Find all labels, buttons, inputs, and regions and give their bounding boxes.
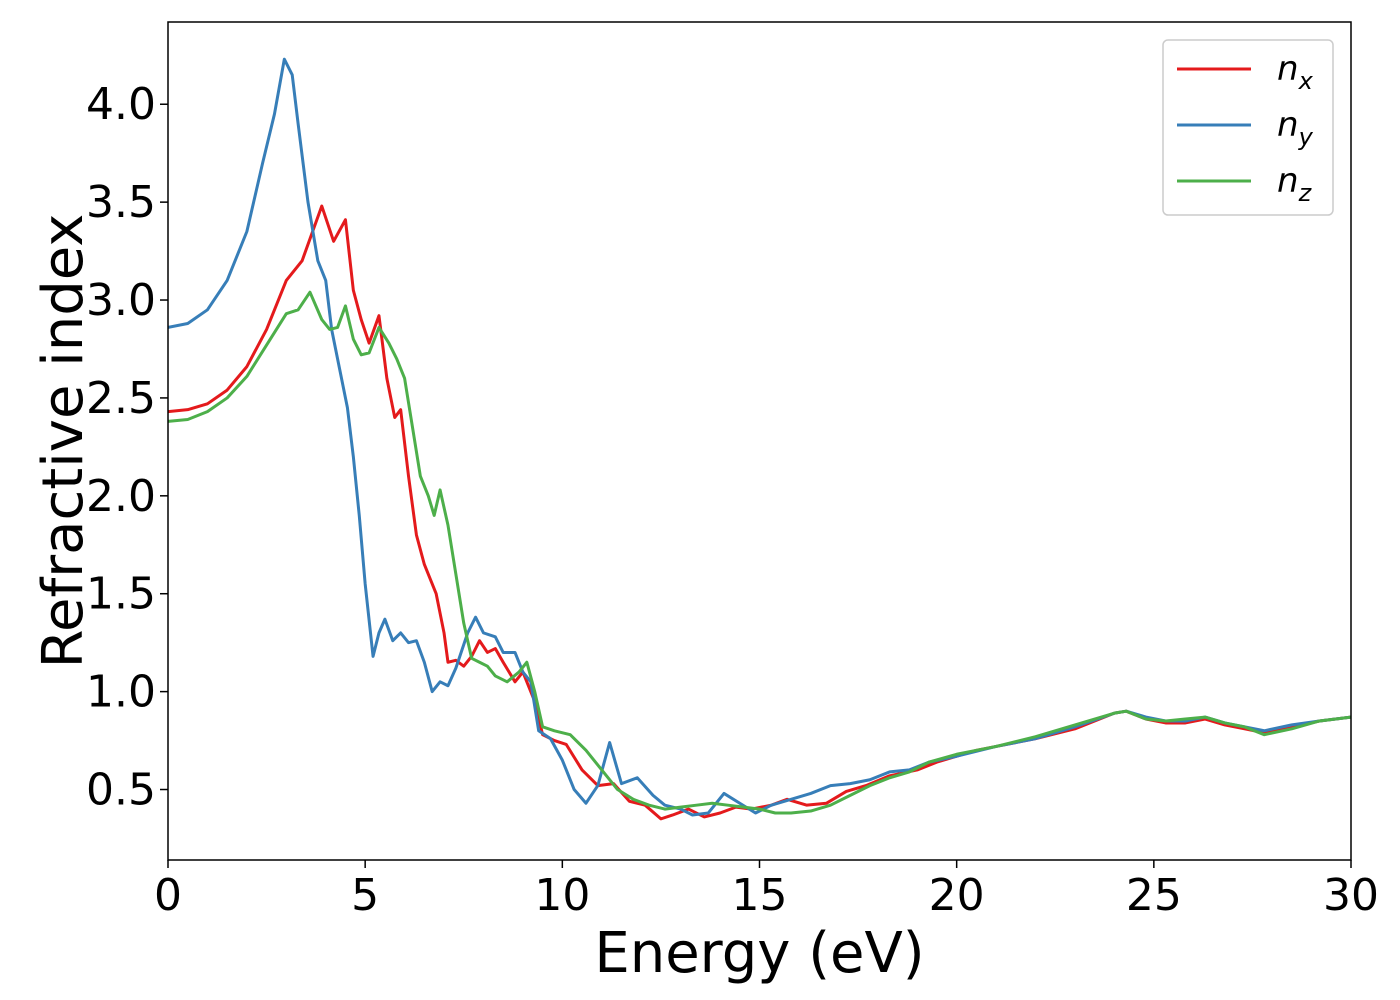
legend-label-nx: nx (1277, 49, 1314, 95)
y-tick-label: 1.0 (86, 667, 156, 718)
x-tick-label: 25 (1126, 870, 1182, 921)
series-line-nx (168, 204, 1351, 821)
y-tick-label: 3.5 (86, 177, 156, 228)
series-layer (168, 57, 1351, 821)
x-tick-label: 20 (929, 870, 985, 921)
y-tick-label: 2.5 (86, 373, 156, 424)
y-tick-label: 3.0 (86, 275, 156, 326)
legend: nx ny nz (1162, 39, 1334, 216)
legend-box (1162, 39, 1334, 216)
y-tick-label: 0.5 (86, 765, 156, 816)
y-axis-title: Refractive index (31, 214, 96, 669)
y-tick-label: 4.0 (86, 79, 156, 130)
series-line-nz (168, 290, 1351, 815)
y-tick-label: 2.0 (86, 471, 156, 522)
x-tick-label: 0 (154, 870, 182, 921)
x-tick-label: 10 (534, 870, 590, 921)
y-tick-label: 1.5 (86, 569, 156, 620)
x-tick-label: 5 (351, 870, 379, 921)
legend-label-nz: nz (1277, 161, 1313, 207)
x-tick-label: 15 (732, 870, 788, 921)
legend-label-ny: ny (1277, 105, 1314, 151)
ticks-layer: 0 5 10 15 20 25 30 0.5 1.0 1.5 2.0 2.5 3.0 3.5 4.0 (86, 79, 1379, 921)
x-tick-label: 30 (1323, 870, 1379, 921)
x-axis-title: Energy (eV) (594, 921, 924, 986)
